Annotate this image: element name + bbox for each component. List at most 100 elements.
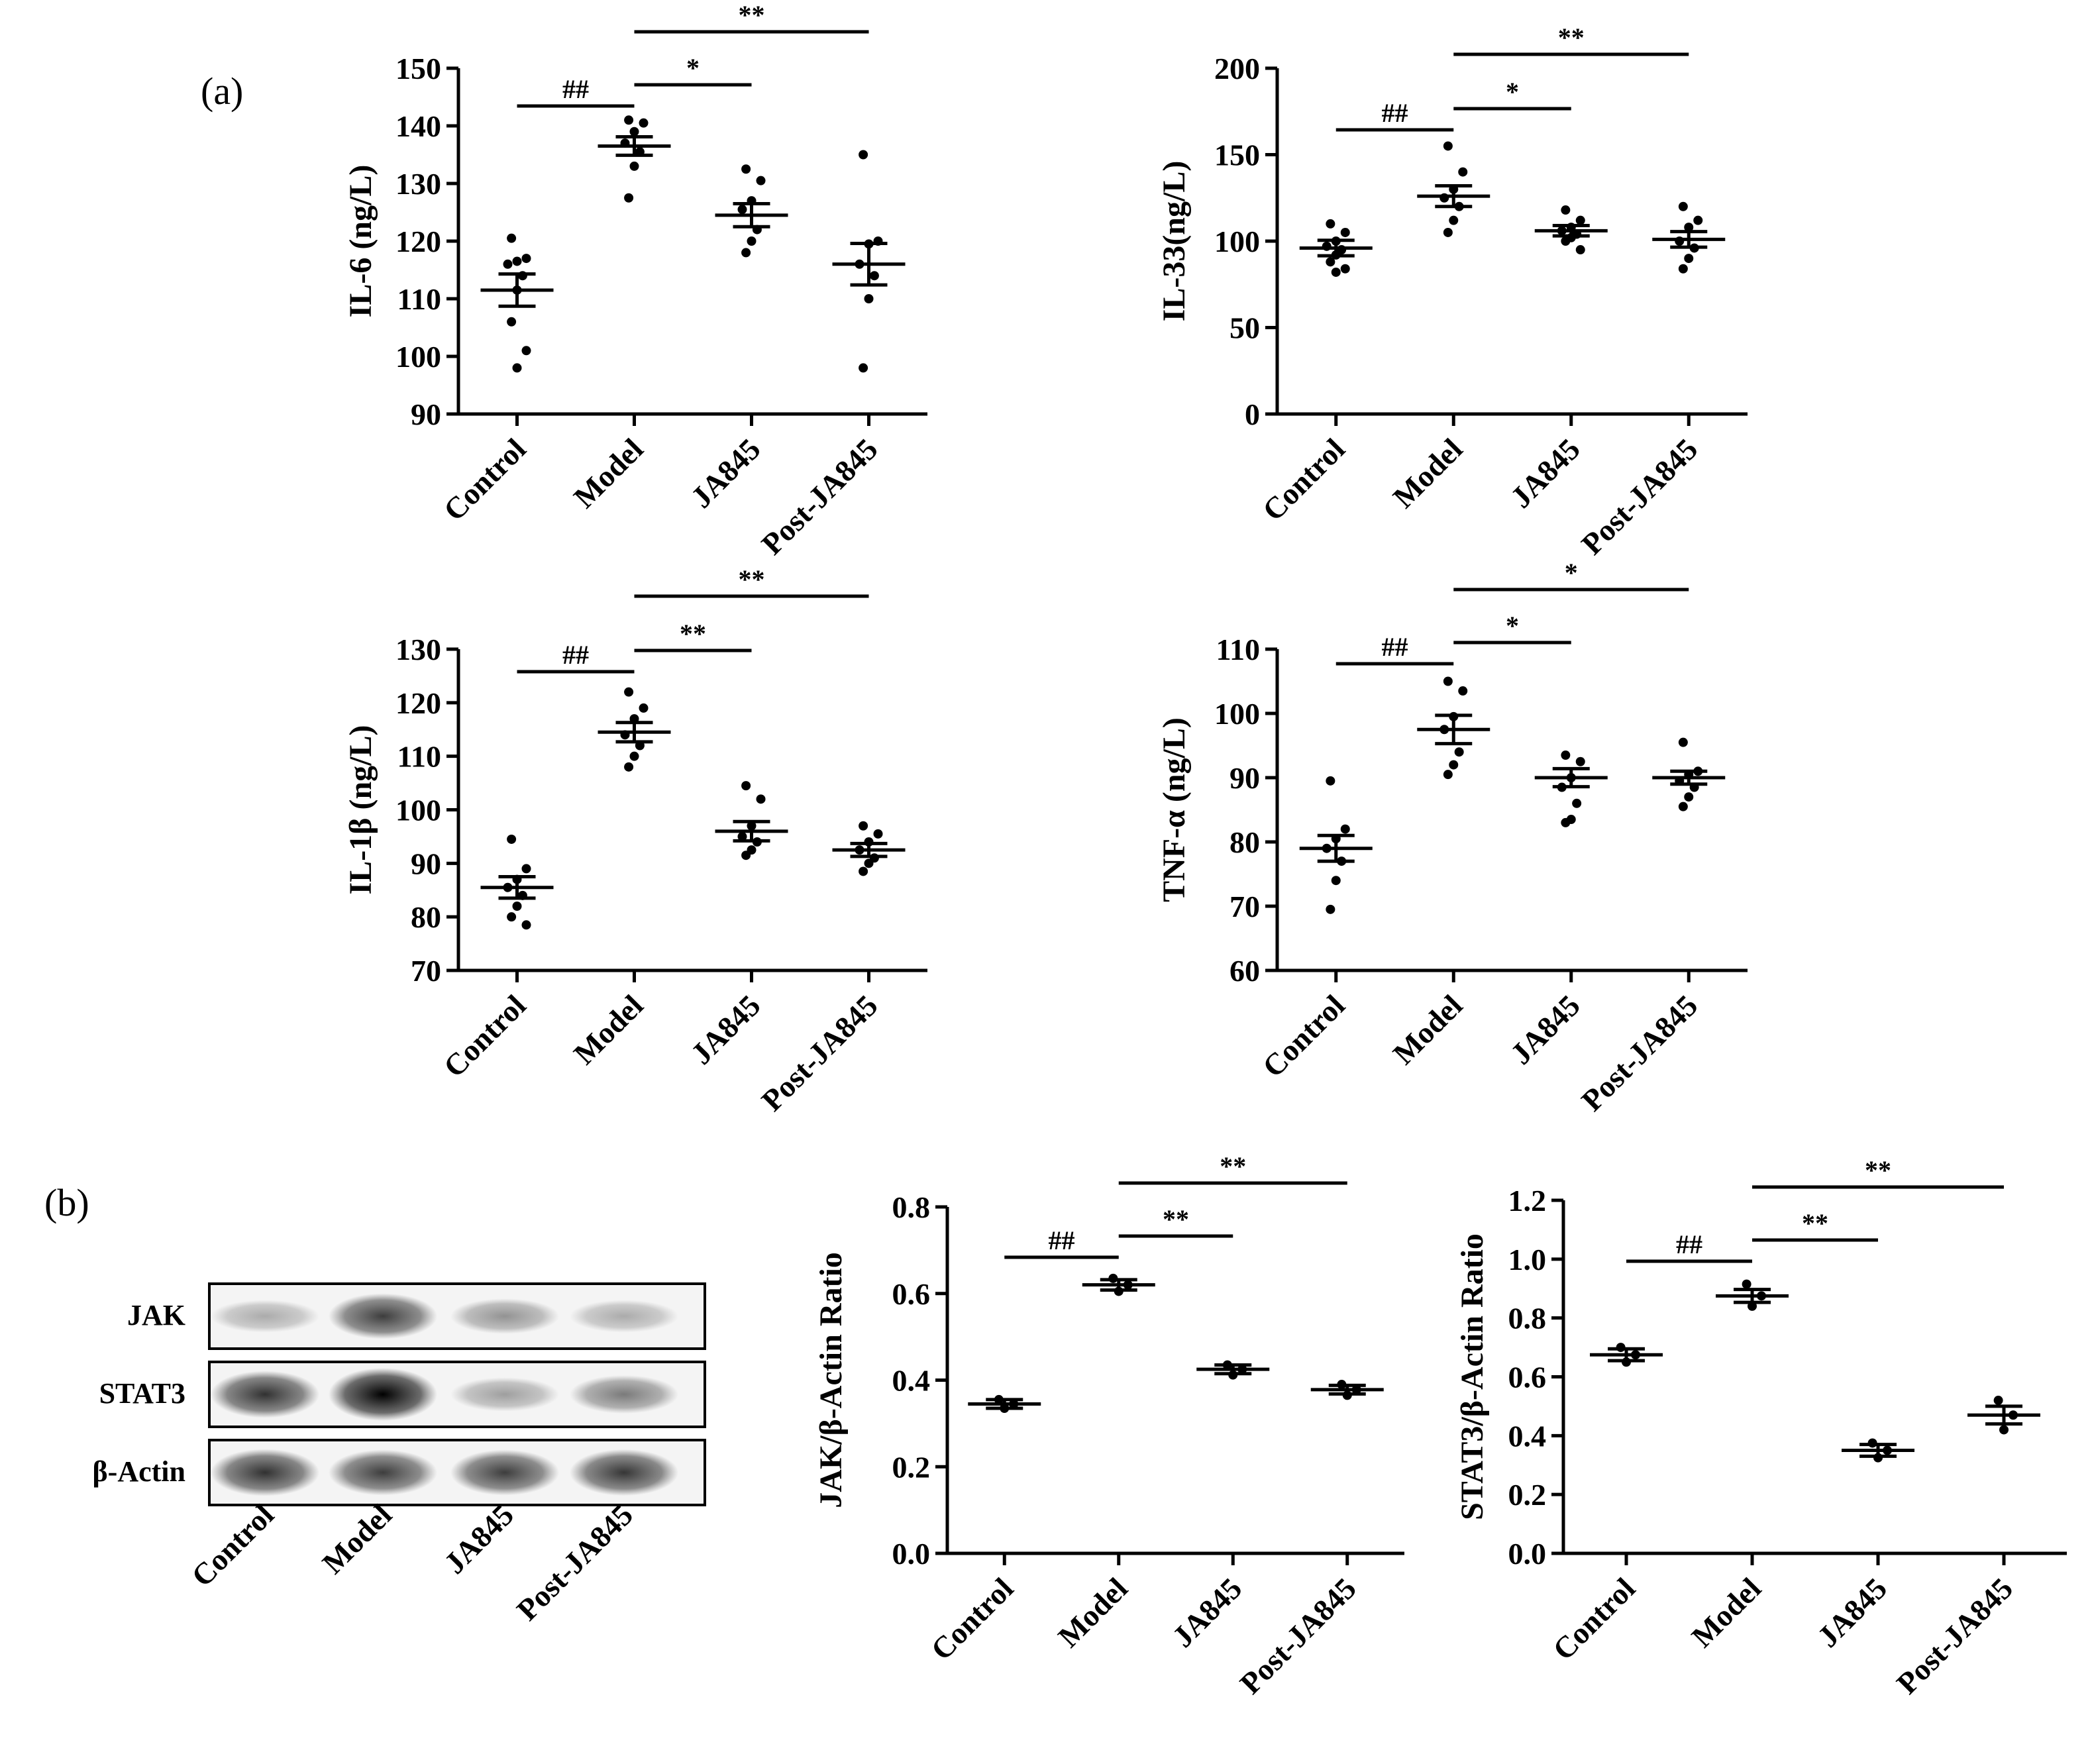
significance-label: **: [1558, 23, 1585, 52]
y-tick-label: 0.2: [892, 1450, 931, 1484]
data-point: [1561, 205, 1571, 215]
y-tick-label: 90: [1229, 761, 1260, 795]
y-tick-label: 0.6: [1508, 1361, 1547, 1394]
data-point: [1684, 223, 1694, 233]
data-point: [747, 236, 757, 246]
data-point: [1449, 760, 1459, 770]
blot-lane-label: Model: [315, 1498, 398, 1581]
data-point: [1443, 676, 1453, 686]
y-tick-label: 70: [411, 954, 441, 988]
data-point: [859, 866, 868, 876]
data-point: [859, 821, 868, 831]
y-axis-title: IL-6 (ng/L): [343, 165, 378, 318]
data-point: [521, 920, 531, 930]
data-point: [1684, 792, 1694, 802]
data-point: [1678, 264, 1688, 274]
y-tick-label: 1.2: [1508, 1184, 1547, 1218]
category-label: JA845: [1504, 988, 1587, 1071]
data-point: [507, 233, 517, 243]
data-point: [756, 794, 766, 804]
category-label: Control: [437, 988, 533, 1084]
blot-band: [329, 1449, 437, 1496]
y-tick-label: 1.0: [1508, 1243, 1547, 1276]
blot-band: [450, 1298, 559, 1334]
category-label: JA845: [1810, 1571, 1893, 1654]
data-point: [507, 912, 517, 922]
y-tick-label: 80: [411, 900, 441, 934]
category-label: JA845: [684, 432, 767, 515]
significance-label: ##: [562, 640, 589, 670]
data-point: [1693, 215, 1703, 225]
data-point: [1340, 227, 1350, 237]
significance-label: *: [686, 53, 700, 83]
category-label: Control: [1256, 432, 1351, 527]
y-tick-label: 150: [1214, 138, 1260, 172]
blot-band: [450, 1377, 559, 1412]
data-point: [859, 150, 868, 160]
significance-label: **: [1802, 1208, 1828, 1238]
y-tick-label: 70: [1229, 890, 1260, 923]
y-tick-label: 80: [1229, 825, 1260, 859]
chart-6: 0.0 0.2 0.4 0.6 0.8 1.0 1.2 STAT3/β-Actin Ratio…: [1455, 1155, 2067, 1700]
significance-label: *: [1506, 77, 1519, 107]
data-point: [1572, 798, 1582, 808]
data-point: [869, 271, 879, 281]
y-tick-label: 0.0: [892, 1537, 931, 1571]
data-point: [1443, 227, 1453, 237]
category-label: Model: [567, 988, 650, 1071]
blot-band: [329, 1293, 437, 1339]
y-tick-label: 0.8: [1508, 1302, 1547, 1335]
category-label: Post-JA845: [755, 432, 884, 561]
y-tick-label: 130: [395, 167, 441, 201]
significance-label: *: [1506, 611, 1519, 641]
y-tick-label: 0.6: [892, 1277, 931, 1311]
y-tick-label: 90: [411, 847, 441, 880]
data-point: [1999, 1425, 2009, 1435]
data-point: [639, 118, 649, 128]
significance-label: ##: [1049, 1225, 1075, 1255]
data-point: [1458, 167, 1468, 177]
blot-lane-label: JA845: [437, 1498, 520, 1581]
data-point: [521, 254, 531, 264]
y-tick-label: 90: [411, 397, 441, 431]
chart-2: 0 50 100 150 200 IL-33(ng/L) Control Model JA845…: [1157, 23, 1748, 561]
blot-band: [570, 1300, 678, 1333]
y-tick-label: 0: [1245, 397, 1260, 431]
significance-label: **: [680, 619, 706, 649]
data-point: [507, 317, 517, 327]
data-point: [873, 829, 883, 839]
y-tick-label: 120: [395, 225, 441, 258]
category-label: Control: [437, 432, 533, 527]
y-tick-label: 130: [395, 633, 441, 666]
blot-band: [450, 1449, 559, 1496]
data-point: [521, 864, 531, 874]
data-point: [1326, 776, 1335, 786]
data-point: [741, 164, 751, 174]
category-label: Model: [1685, 1571, 1767, 1654]
data-point: [741, 248, 751, 258]
y-tick-label: 100: [1214, 225, 1260, 258]
data-point: [737, 205, 747, 215]
significance-label: **: [739, 0, 765, 30]
data-point: [1678, 737, 1688, 747]
data-point: [1454, 747, 1464, 757]
blot-band: [211, 1449, 319, 1496]
blot-band: [211, 1300, 319, 1333]
y-tick-label: 110: [397, 740, 441, 774]
data-point: [1443, 770, 1453, 780]
y-axis-title: JAK/β-Actin Ratio: [813, 1252, 849, 1508]
data-point: [503, 259, 513, 269]
data-point: [1742, 1279, 1752, 1289]
y-tick-label: 0.8: [892, 1190, 931, 1224]
data-point: [859, 363, 868, 373]
data-point: [1575, 245, 1585, 255]
data-point: [512, 363, 522, 373]
y-axis-title: STAT3/β-Actin Ratio: [1455, 1233, 1490, 1520]
y-tick-label: 0.2: [1508, 1478, 1547, 1512]
blot-row-label: STAT3: [99, 1377, 185, 1410]
data-point: [1575, 756, 1585, 766]
blot-band: [570, 1449, 678, 1496]
data-point: [1561, 236, 1571, 246]
significance-label: **: [1220, 1151, 1246, 1181]
